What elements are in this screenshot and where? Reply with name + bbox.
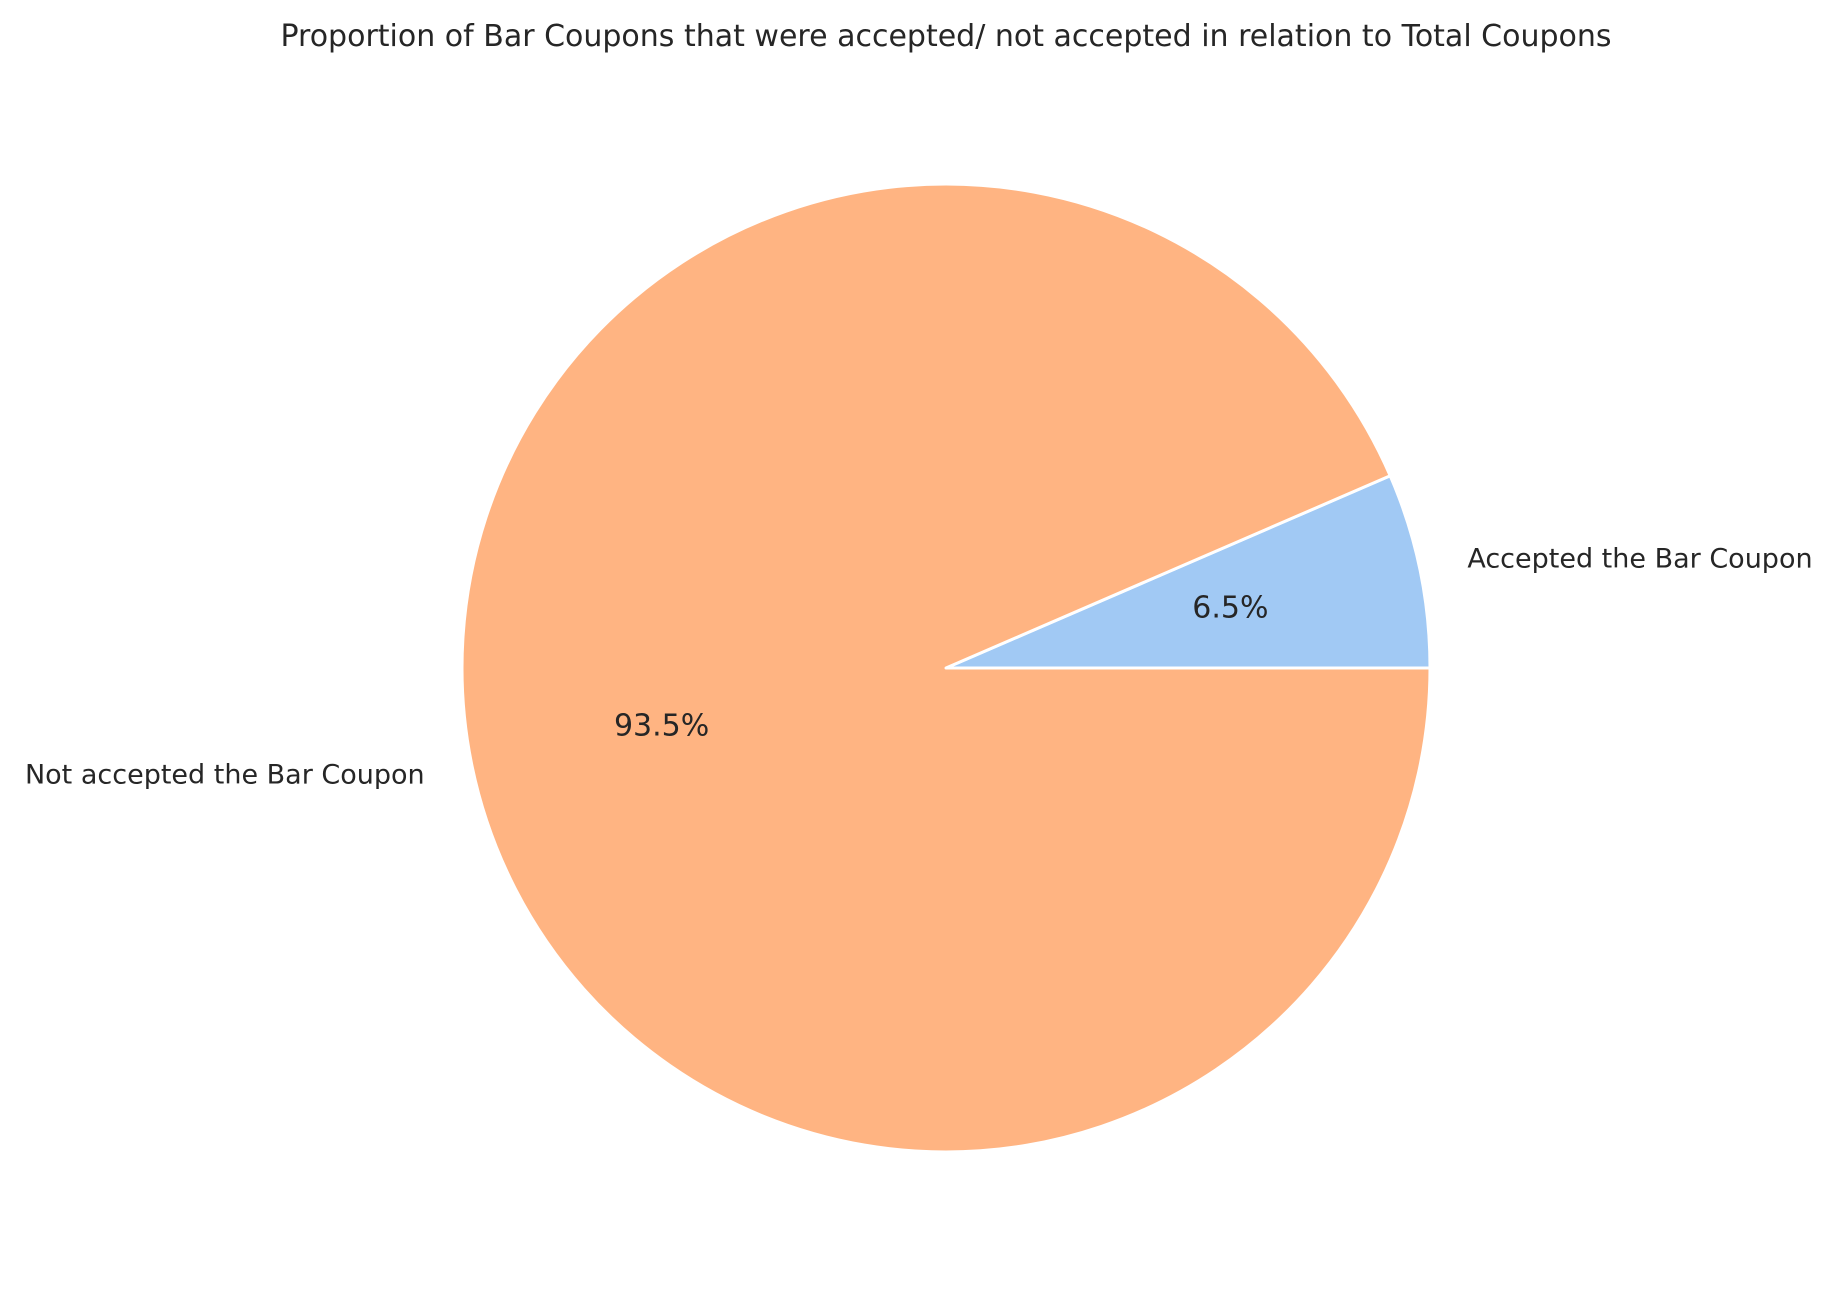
pie-slice-0: [944, 474, 1432, 670]
pie-labels: Accepted the Bar Coupon 6.5% Not accepted …: [25, 544, 1813, 791]
pie-slice-1: [460, 182, 1432, 1154]
slice-label-0: Accepted the Bar Coupon: [1467, 544, 1812, 575]
slice-label-1: Not accepted the Bar Coupon: [25, 759, 425, 790]
pie-slices: [460, 182, 1432, 1154]
slice-pct-label-1: 93.5%: [614, 708, 709, 743]
slice-pct-label-0: 6.5%: [1192, 591, 1268, 626]
chart-title: Proportion of Bar Coupons that were acce…: [280, 19, 1611, 54]
